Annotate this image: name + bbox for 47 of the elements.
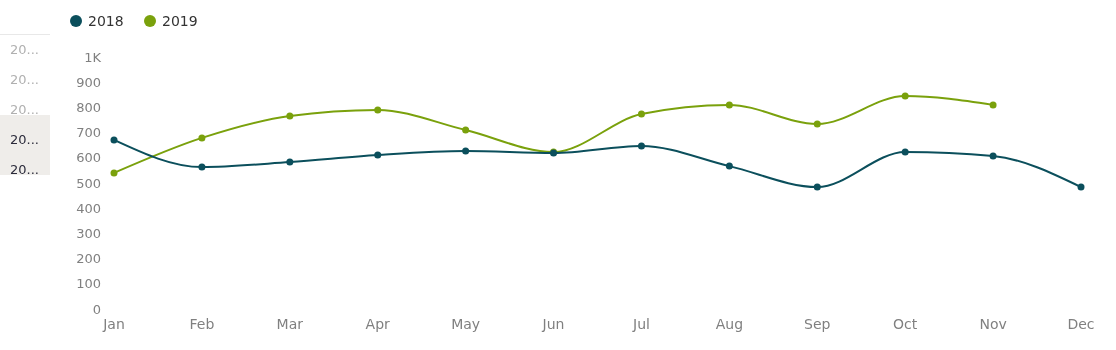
x-tick-label: Aug: [715, 316, 744, 332]
y-tick-label: 800: [76, 99, 101, 115]
point: [1077, 183, 1085, 191]
x-tick-label: Jun: [541, 316, 565, 332]
y-tick-label: 0: [92, 301, 101, 317]
y-tick-label: 100: [76, 276, 101, 292]
x-tick-label: Dec: [1067, 316, 1095, 332]
point: [110, 136, 118, 144]
x-tick-label: Sep: [804, 316, 831, 332]
y-tick-label: 300: [76, 225, 101, 241]
y-tick-label: 600: [76, 150, 101, 166]
point: [110, 169, 118, 177]
point: [989, 152, 997, 160]
x-tick-label: Apr: [365, 316, 391, 332]
legend-label: 2018: [88, 13, 124, 29]
x-tick-label: Jul: [632, 316, 650, 332]
x-tick-label: Mar: [276, 316, 304, 332]
point: [462, 147, 470, 155]
point: [725, 162, 733, 170]
point: [462, 126, 470, 134]
x-tick-label: May: [451, 316, 481, 332]
point: [286, 158, 294, 166]
point: [198, 134, 206, 142]
point: [901, 92, 909, 100]
point: [374, 151, 382, 159]
point: [374, 106, 382, 114]
x-tick-label: Oct: [893, 316, 918, 332]
point: [901, 148, 909, 156]
y-tick-label: 500: [76, 175, 101, 191]
legend-label: 2019: [162, 13, 198, 29]
point: [286, 112, 294, 120]
y-tick-label: 200: [76, 251, 101, 267]
y-tick-label: 700: [76, 125, 101, 141]
point: [989, 101, 997, 109]
y-tick-label: 1K: [84, 49, 102, 65]
point: [198, 163, 206, 171]
point: [813, 120, 821, 128]
y-tick-label: 400: [76, 200, 101, 216]
point: [637, 142, 645, 150]
point: [725, 101, 733, 109]
y-tick-label: 900: [76, 74, 101, 90]
selector-list: 20... 20... 20... 20... 20...: [0, 34, 51, 177]
x-tick-label: Feb: [189, 316, 215, 332]
point: [637, 110, 645, 118]
x-tick-label: Jan: [102, 316, 125, 332]
point: [813, 183, 821, 191]
x-tick-label: Nov: [979, 316, 1007, 332]
